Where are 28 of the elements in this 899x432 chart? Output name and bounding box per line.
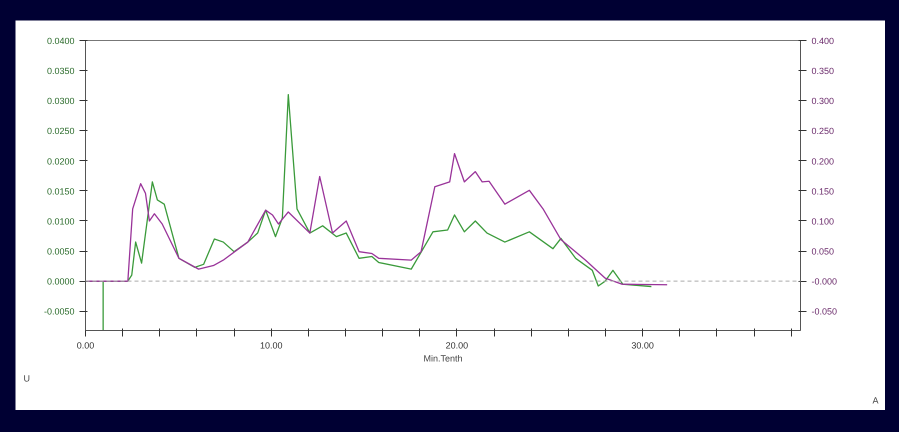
y2-tick-label: -0.000 [812, 276, 838, 287]
y2-tick-label: 0.250 [812, 126, 834, 136]
y-tick-label: 0.0400 [46, 36, 75, 46]
text: U [24, 374, 30, 384]
x-tick-label: 10.00 [260, 340, 282, 350]
x-axis-title: Min.Tenth [423, 354, 463, 364]
y-tick-label: 0.0350 [46, 66, 75, 76]
line-series [86, 152, 668, 286]
y-tick-label: 0.0100 [46, 216, 75, 226]
x-tick-label: 30.00 [631, 340, 654, 350]
y-tick-label: 0.0300 [46, 96, 75, 106]
y2-tick-label: 0.150 [812, 186, 834, 196]
y2-tick-label: -0.050 [812, 306, 838, 317]
y-tick-label: -0.0050 [44, 306, 75, 317]
y2-tick-label: 0.350 [812, 66, 834, 76]
y-tick-label: 0.0050 [46, 246, 75, 257]
y2-tick-label: 0.300 [812, 96, 834, 106]
text: A [872, 396, 879, 406]
y2-tick-label: 0.050 [812, 246, 834, 257]
y-tick-label: 0.0150 [46, 186, 75, 196]
x-tick-label: 20.00 [446, 340, 468, 350]
y-tick-label: 0.0250 [46, 126, 75, 136]
y-tick-label: 0.0000 [46, 276, 75, 287]
x-tick-label: 0.00 [76, 340, 94, 350]
y2-tick-label: 0.400 [812, 36, 834, 46]
y2-tick-label: 0.100 [812, 216, 834, 226]
y-tick-label: 0.0200 [46, 156, 75, 166]
y2-tick-label: 0.200 [812, 156, 834, 166]
